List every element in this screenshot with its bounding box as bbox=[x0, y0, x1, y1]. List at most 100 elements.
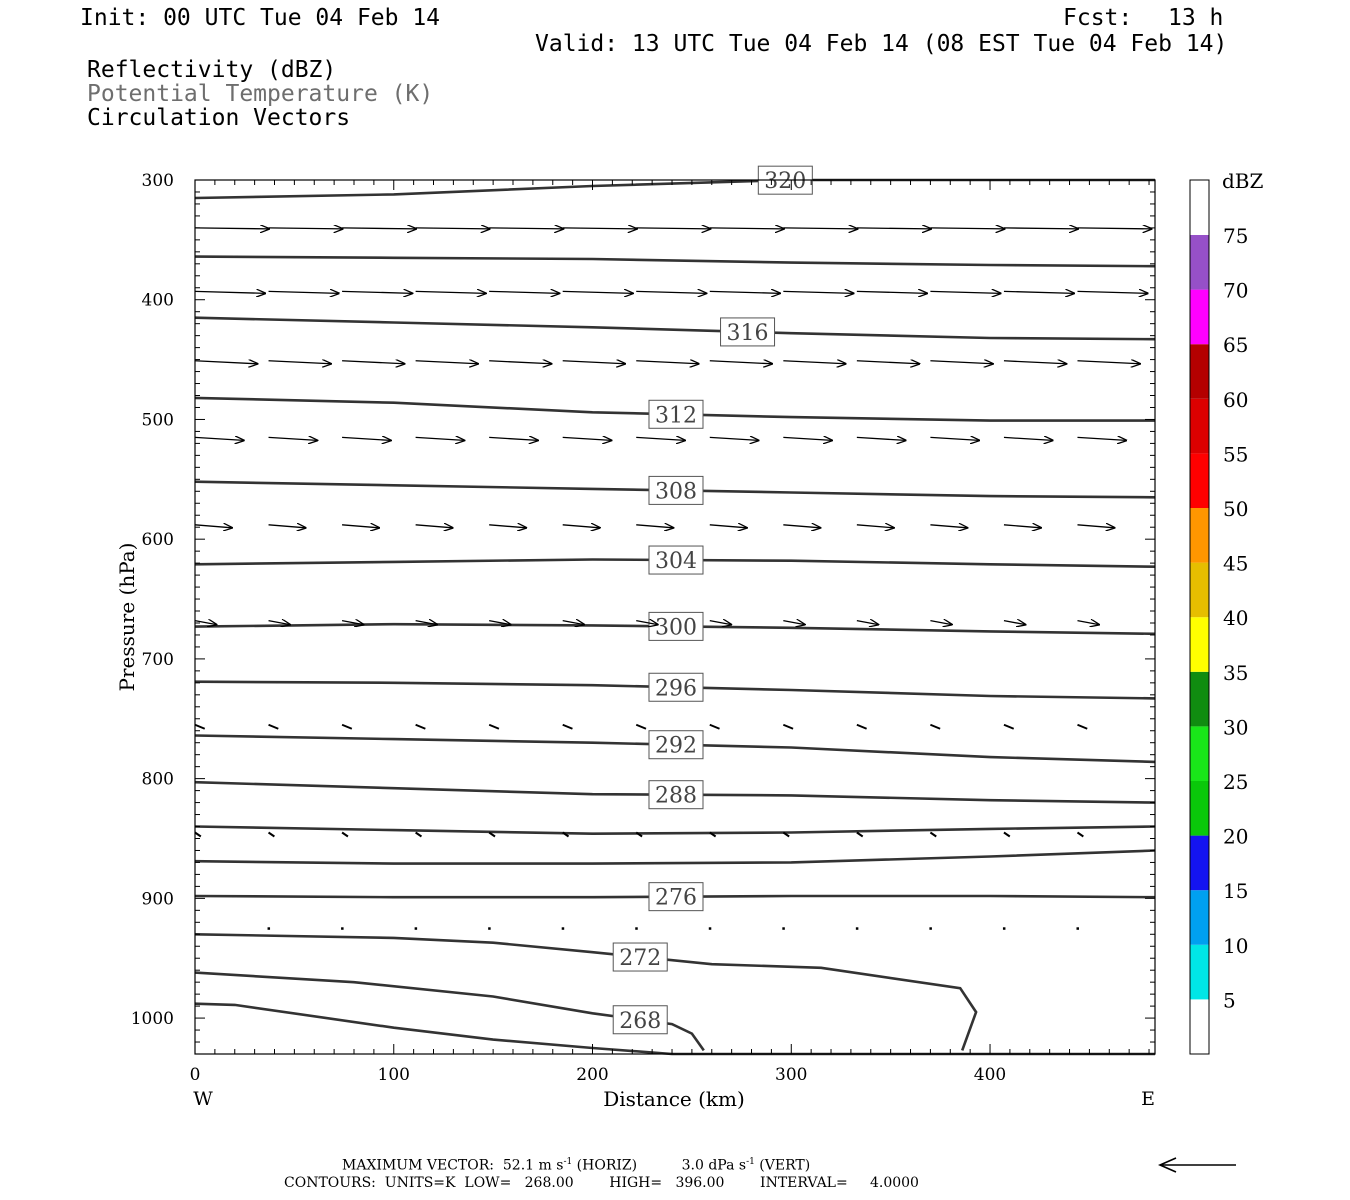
circulation-vector bbox=[855, 927, 859, 930]
circulation-vector bbox=[342, 291, 412, 293]
theta-contour bbox=[194, 316, 1156, 341]
circulation-vector bbox=[562, 723, 573, 730]
circulation-vector bbox=[929, 831, 937, 838]
circulation-vector bbox=[341, 831, 349, 838]
circulation-vector bbox=[856, 437, 906, 440]
contours-info: CONTOURS: UNITS=K LOW= 268.00 HIGH= 396.… bbox=[284, 1175, 919, 1191]
colorbar-label: 55 bbox=[1223, 442, 1248, 466]
field-circulation-vectors: Circulation Vectors bbox=[87, 105, 351, 131]
theta-contour bbox=[194, 1002, 1155, 1056]
theta-contour bbox=[194, 255, 1156, 268]
colorbar-label: 75 bbox=[1223, 224, 1248, 248]
circulation-vector bbox=[856, 361, 919, 364]
colorbar-swatch bbox=[1190, 508, 1209, 563]
x-axis-label: Distance (km) bbox=[603, 1087, 745, 1111]
circulation-vector bbox=[1003, 291, 1074, 293]
circulation-vector bbox=[268, 228, 343, 229]
forecast-label: Fcst: bbox=[1063, 5, 1133, 31]
circulation-vector bbox=[635, 723, 647, 730]
colorbar-swatch bbox=[1190, 344, 1209, 399]
colorbar-label: 40 bbox=[1223, 606, 1248, 630]
circulation-vector bbox=[489, 525, 526, 528]
circulation-vector bbox=[415, 621, 437, 625]
circulation-vector bbox=[489, 437, 538, 440]
circulation-vector bbox=[414, 927, 418, 930]
colorbar-swatch bbox=[1190, 398, 1209, 454]
contour-label-box bbox=[612, 1005, 668, 1035]
circulation-vector bbox=[194, 831, 202, 838]
circulation-vector bbox=[856, 228, 931, 229]
circulation-vector bbox=[856, 831, 864, 838]
contour-label-box bbox=[648, 672, 704, 702]
field-reflectivity: Reflectivity (dBZ) bbox=[87, 57, 337, 83]
y-tick-label: 700 bbox=[142, 650, 174, 670]
contour-label: 308 bbox=[655, 479, 697, 504]
circulation-vector bbox=[1077, 621, 1098, 625]
contour-label-box bbox=[648, 475, 704, 505]
contour-label: 320 bbox=[764, 169, 806, 194]
vert-tag: (VERT) bbox=[759, 1157, 811, 1174]
circulation-vector bbox=[1077, 437, 1126, 440]
circulation-vector bbox=[194, 291, 265, 293]
circulation-vector bbox=[1077, 228, 1151, 229]
y-tick-label: 800 bbox=[142, 770, 174, 790]
circulation-vector bbox=[708, 927, 712, 930]
circulation-vector bbox=[1003, 723, 1015, 730]
contour-label: 316 bbox=[727, 321, 769, 346]
colorbar-swatch bbox=[1190, 944, 1209, 1000]
circulation-vector bbox=[1076, 927, 1079, 930]
y-tick-label: 500 bbox=[142, 410, 174, 430]
circulation-vector bbox=[415, 361, 478, 364]
circulation-vector bbox=[562, 831, 570, 838]
east-label: E bbox=[1141, 1088, 1155, 1110]
west-label: W bbox=[193, 1088, 213, 1110]
circulation-vector bbox=[1002, 927, 1006, 930]
valid-time: Valid: 13 UTC Tue 04 Feb 14 (08 EST Tue … bbox=[535, 31, 1228, 57]
circulation-vector bbox=[635, 927, 638, 930]
circulation-vector bbox=[930, 525, 967, 528]
colorbar-swatch bbox=[1190, 835, 1209, 891]
circulation-vector bbox=[342, 361, 404, 364]
circulation-vector bbox=[341, 723, 353, 730]
circulation-vector bbox=[489, 291, 559, 293]
circulation-vector bbox=[561, 927, 565, 930]
circulation-vector bbox=[636, 228, 710, 229]
colorbar-unit: dBZ bbox=[1222, 169, 1264, 193]
colorbar-label: 20 bbox=[1223, 825, 1248, 849]
y-tick-label: 1000 bbox=[131, 1009, 174, 1029]
circulation-vector bbox=[562, 291, 633, 293]
max-vector-label: MAXIMUM VECTOR: bbox=[342, 1157, 494, 1174]
circulation-vector bbox=[783, 361, 845, 364]
y-tick-label: 300 bbox=[142, 171, 174, 191]
colorbar-swatch bbox=[1190, 617, 1209, 672]
contour-label: 304 bbox=[655, 549, 697, 574]
reference-vector bbox=[1158, 1157, 1236, 1173]
theta-contour bbox=[194, 178, 1155, 200]
circulation-vector bbox=[562, 621, 584, 625]
contour-label: 296 bbox=[655, 676, 697, 701]
contour-label-box bbox=[648, 882, 704, 912]
max-vector-horiz: 52.1 m s bbox=[502, 1157, 564, 1174]
field-potential-temperature: Potential Temperature (K) bbox=[87, 81, 434, 107]
circulation-vector bbox=[636, 525, 673, 528]
circulation-vector bbox=[930, 621, 951, 625]
contour-label: 288 bbox=[655, 784, 697, 809]
contour-label-box bbox=[720, 317, 776, 347]
contour-label: 268 bbox=[619, 1009, 661, 1034]
circulation-vector bbox=[856, 291, 927, 293]
circulation-vector bbox=[1077, 361, 1139, 364]
x-tick-label: 300 bbox=[775, 1065, 807, 1085]
circulation-vector bbox=[562, 361, 625, 364]
circulation-vector bbox=[415, 525, 453, 528]
circulation-vector bbox=[709, 228, 784, 229]
circulation-vector bbox=[1003, 621, 1025, 625]
theta-contour bbox=[194, 849, 1156, 865]
colorbar-label: 50 bbox=[1223, 497, 1248, 521]
circulation-vector bbox=[636, 437, 685, 440]
circulation-vector bbox=[709, 723, 720, 730]
circulation-vector bbox=[415, 291, 486, 293]
colorbar-label: 35 bbox=[1223, 661, 1248, 685]
colorbar-label: 70 bbox=[1223, 279, 1248, 303]
max-vector-vert: 3.0 dPa s bbox=[681, 1157, 747, 1174]
